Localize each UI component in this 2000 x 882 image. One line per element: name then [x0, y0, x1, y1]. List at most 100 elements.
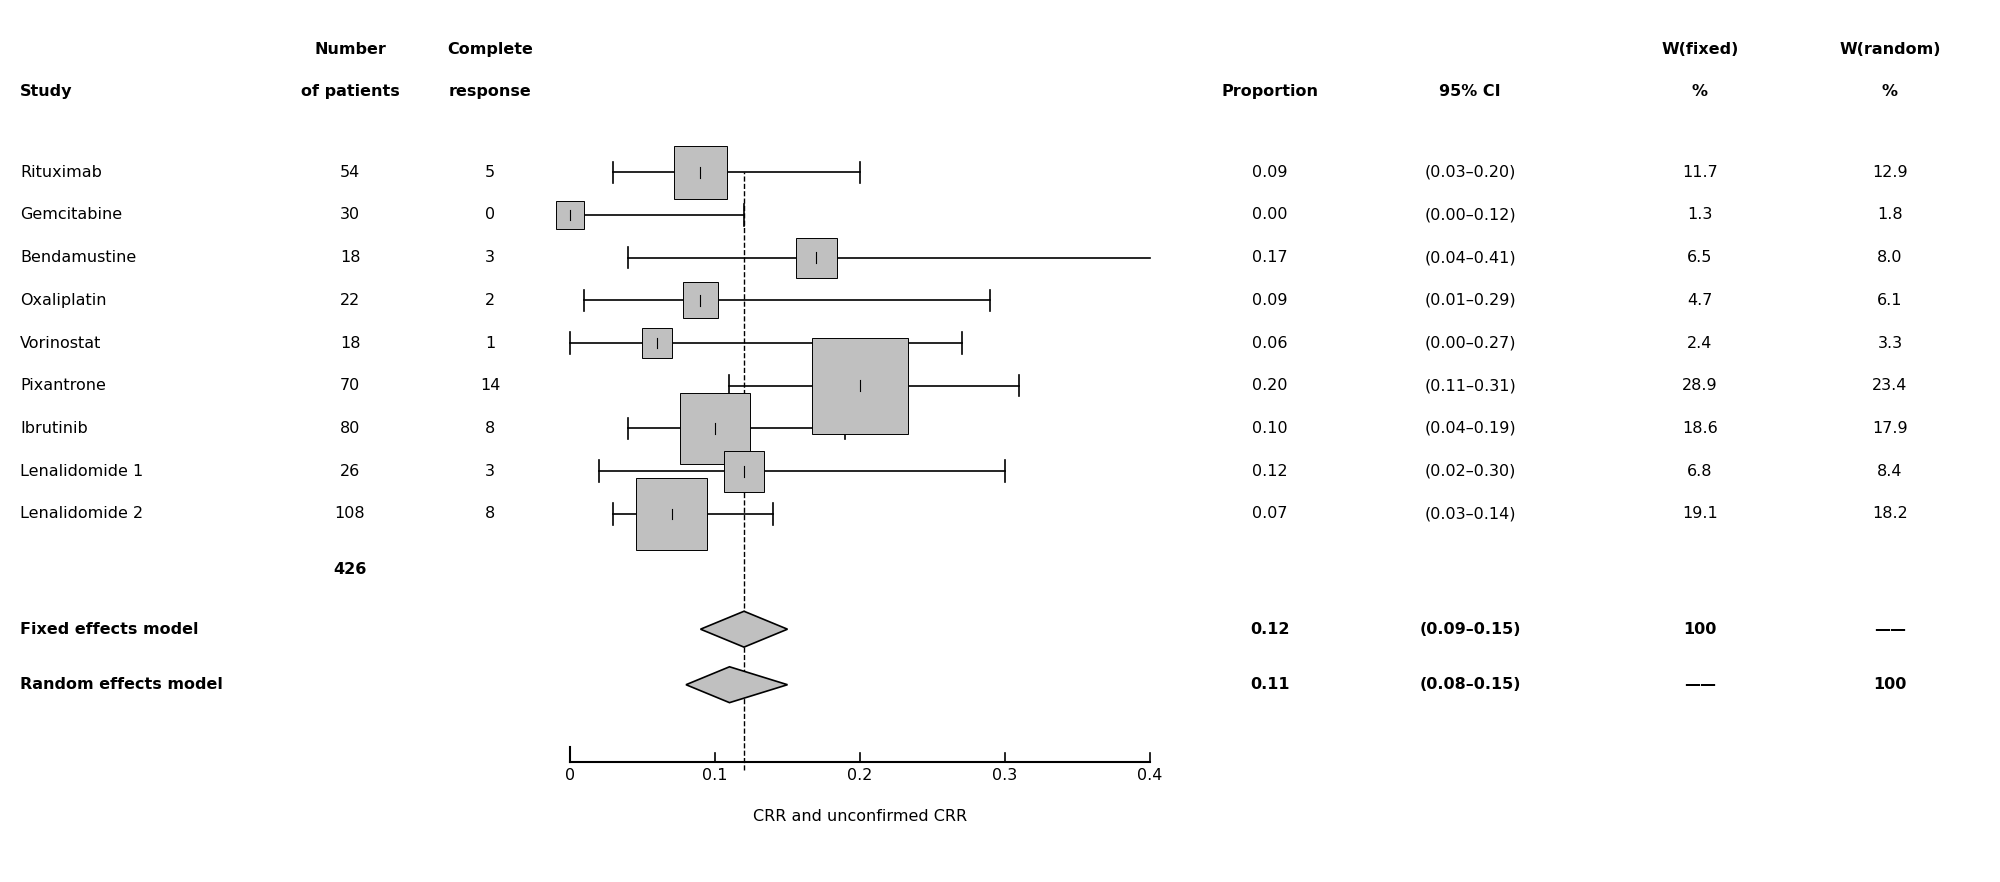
- Text: 0: 0: [564, 768, 576, 783]
- Text: 0.20: 0.20: [1252, 378, 1288, 393]
- Text: (0.03–0.20): (0.03–0.20): [1424, 165, 1516, 180]
- Text: Proportion: Proportion: [1222, 84, 1318, 99]
- Text: 12.9: 12.9: [1872, 165, 1908, 180]
- Bar: [674, 146, 728, 198]
- Text: 18.2: 18.2: [1872, 506, 1908, 521]
- Text: Number: Number: [314, 42, 386, 57]
- Text: Fixed effects model: Fixed effects model: [20, 622, 198, 637]
- Text: 4.7: 4.7: [1688, 293, 1712, 308]
- Text: (0.11–0.31): (0.11–0.31): [1424, 378, 1516, 393]
- Text: 26: 26: [340, 464, 360, 479]
- Text: 3: 3: [484, 464, 496, 479]
- Text: 0.06: 0.06: [1252, 335, 1288, 350]
- Text: 54: 54: [340, 165, 360, 180]
- Text: 8: 8: [484, 506, 496, 521]
- Text: 0.11: 0.11: [1250, 677, 1290, 692]
- Text: 1.3: 1.3: [1688, 207, 1712, 222]
- Text: 0.4: 0.4: [1138, 768, 1162, 783]
- Text: 19.1: 19.1: [1682, 506, 1718, 521]
- Text: Ibrutinib: Ibrutinib: [20, 421, 88, 436]
- Text: 11.7: 11.7: [1682, 165, 1718, 180]
- Text: 70: 70: [340, 378, 360, 393]
- Text: 2: 2: [484, 293, 496, 308]
- Text: 23.4: 23.4: [1872, 378, 1908, 393]
- Text: 18.6: 18.6: [1682, 421, 1718, 436]
- Text: 0.2: 0.2: [848, 768, 872, 783]
- Text: Random effects model: Random effects model: [20, 677, 222, 692]
- Text: 100: 100: [1684, 622, 1716, 637]
- Text: 3: 3: [484, 250, 496, 265]
- Bar: [642, 328, 672, 358]
- Text: (0.03–0.14): (0.03–0.14): [1424, 506, 1516, 521]
- Text: Lenalidomide 2: Lenalidomide 2: [20, 506, 144, 521]
- Text: (0.04–0.19): (0.04–0.19): [1424, 421, 1516, 436]
- Text: 28.9: 28.9: [1682, 378, 1718, 393]
- Text: %: %: [1882, 84, 1898, 99]
- Text: 18: 18: [340, 335, 360, 350]
- Text: response: response: [448, 84, 532, 99]
- Text: 0.09: 0.09: [1252, 293, 1288, 308]
- Text: 95% CI: 95% CI: [1440, 84, 1500, 99]
- Text: 8.4: 8.4: [1878, 464, 1902, 479]
- Text: 1: 1: [484, 335, 496, 350]
- Text: 426: 426: [334, 562, 366, 577]
- Text: 100: 100: [1874, 677, 1906, 692]
- Text: 6.8: 6.8: [1688, 464, 1712, 479]
- Text: %: %: [1692, 84, 1708, 99]
- Bar: [812, 338, 908, 434]
- Text: Vorinostat: Vorinostat: [20, 335, 102, 350]
- Text: 0.3: 0.3: [992, 768, 1018, 783]
- Text: (0.09–0.15): (0.09–0.15): [1420, 622, 1520, 637]
- Text: 0.10: 0.10: [1252, 421, 1288, 436]
- Text: 8: 8: [484, 421, 496, 436]
- Bar: [680, 393, 750, 464]
- Bar: [682, 282, 718, 318]
- Text: 18: 18: [340, 250, 360, 265]
- Text: Complete: Complete: [448, 42, 532, 57]
- Text: (0.08–0.15): (0.08–0.15): [1420, 677, 1520, 692]
- Text: Gemcitabine: Gemcitabine: [20, 207, 122, 222]
- Polygon shape: [700, 611, 788, 647]
- Text: 80: 80: [340, 421, 360, 436]
- Text: Bendamustine: Bendamustine: [20, 250, 136, 265]
- Text: 0.00: 0.00: [1252, 207, 1288, 222]
- Text: 3.3: 3.3: [1878, 335, 1902, 350]
- Text: Oxaliplatin: Oxaliplatin: [20, 293, 106, 308]
- Text: ——: ——: [1874, 622, 1906, 637]
- Text: 0.09: 0.09: [1252, 165, 1288, 180]
- Text: (0.00–0.12): (0.00–0.12): [1424, 207, 1516, 222]
- Text: 6.5: 6.5: [1688, 250, 1712, 265]
- Polygon shape: [686, 667, 788, 703]
- Text: 17.9: 17.9: [1872, 421, 1908, 436]
- Bar: [636, 478, 708, 549]
- Text: 2.4: 2.4: [1688, 335, 1712, 350]
- Text: (0.02–0.30): (0.02–0.30): [1424, 464, 1516, 479]
- Text: 0: 0: [484, 207, 496, 222]
- Text: 5: 5: [484, 165, 496, 180]
- Text: (0.00–0.27): (0.00–0.27): [1424, 335, 1516, 350]
- Text: 108: 108: [334, 506, 366, 521]
- Text: 0.12: 0.12: [1252, 464, 1288, 479]
- Text: (0.01–0.29): (0.01–0.29): [1424, 293, 1516, 308]
- Bar: [724, 451, 764, 491]
- Text: Study: Study: [20, 84, 72, 99]
- Text: 0.12: 0.12: [1250, 622, 1290, 637]
- Bar: [796, 237, 836, 278]
- Text: of patients: of patients: [300, 84, 400, 99]
- Bar: [556, 201, 584, 228]
- Text: 22: 22: [340, 293, 360, 308]
- Text: (0.04–0.41): (0.04–0.41): [1424, 250, 1516, 265]
- Text: Rituximab: Rituximab: [20, 165, 102, 180]
- Text: W(random): W(random): [1840, 42, 1940, 57]
- Text: 6.1: 6.1: [1878, 293, 1902, 308]
- Text: 0.1: 0.1: [702, 768, 728, 783]
- Text: 30: 30: [340, 207, 360, 222]
- Text: 1.8: 1.8: [1878, 207, 1902, 222]
- Text: 8.0: 8.0: [1878, 250, 1902, 265]
- Text: Pixantrone: Pixantrone: [20, 378, 106, 393]
- Text: CRR and unconfirmed CRR: CRR and unconfirmed CRR: [752, 809, 968, 824]
- Text: ——: ——: [1684, 677, 1716, 692]
- Text: 0.07: 0.07: [1252, 506, 1288, 521]
- Text: 0.17: 0.17: [1252, 250, 1288, 265]
- Text: 14: 14: [480, 378, 500, 393]
